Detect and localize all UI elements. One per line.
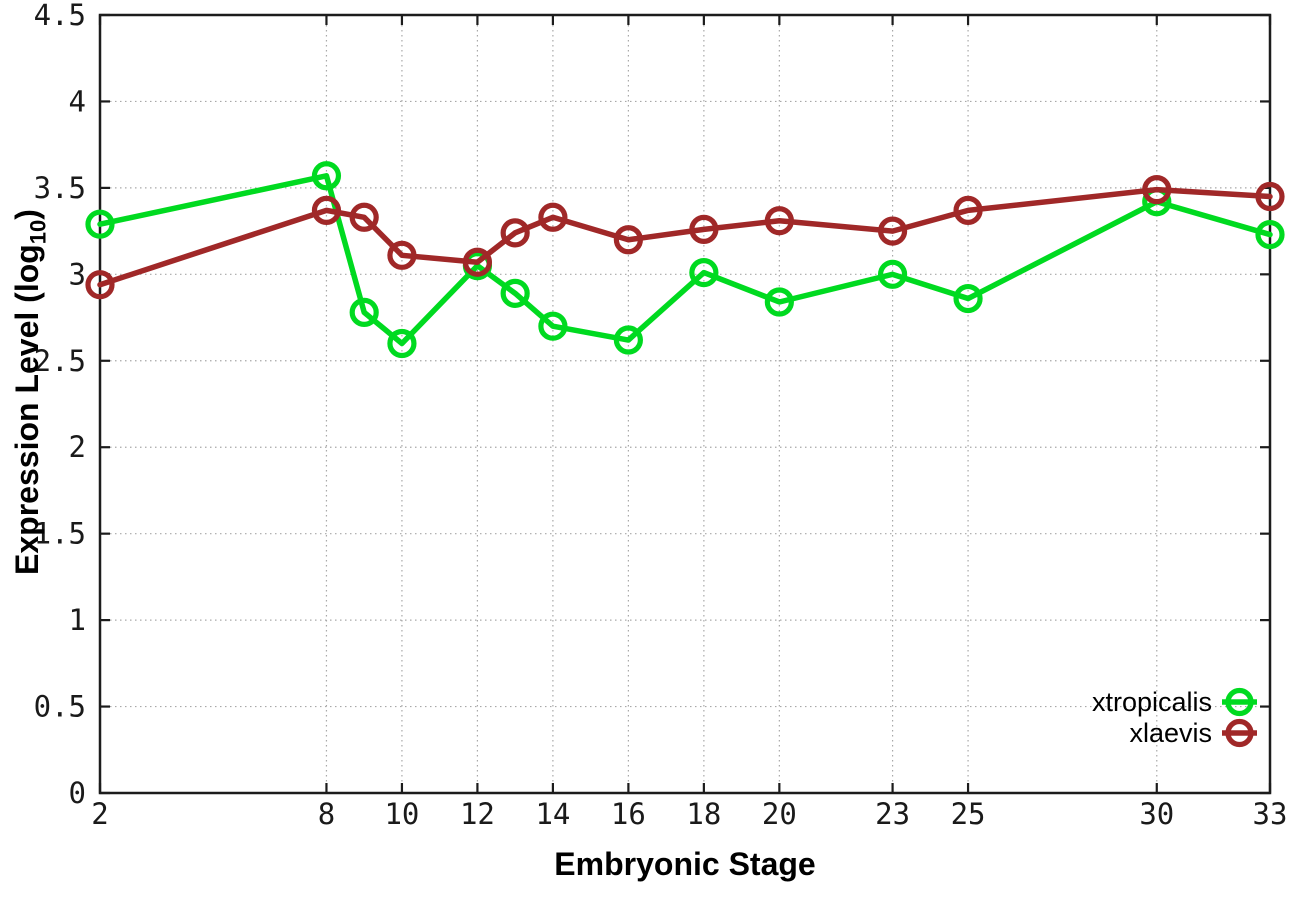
y-axis-title: Expression Level (log10) — [9, 112, 51, 672]
x-tick-label: 14 — [535, 797, 570, 831]
x-tick-label: 8 — [318, 797, 335, 831]
x-tick-label: 2 — [91, 797, 108, 831]
y-axis-title-subscript: 10 — [25, 219, 51, 245]
data-point-xlaevis — [538, 202, 568, 232]
data-point-xlaevis — [349, 202, 379, 232]
data-point-xlaevis — [689, 214, 719, 244]
data-point-xtropicalis — [387, 328, 417, 359]
x-tick-label: 18 — [686, 797, 721, 831]
data-point-xtropicalis — [85, 209, 115, 239]
x-tick-label: 33 — [1253, 797, 1288, 831]
y-tick-label: 4.5 — [34, 0, 86, 32]
data-point-xlaevis — [1142, 175, 1172, 205]
data-point-xlaevis — [311, 195, 342, 225]
series-line-xtropicalis — [97, 173, 1273, 347]
data-point-xlaevis — [953, 195, 983, 225]
y-axis-title-close: ) — [9, 209, 45, 220]
data-point-xtropicalis — [764, 287, 794, 317]
legend-sample-marker-xtropicalis — [1225, 687, 1254, 717]
data-point-xlaevis — [500, 218, 530, 248]
y-tick-label: 1.5 — [34, 517, 86, 551]
data-point-xlaevis — [387, 240, 417, 270]
plot-border — [98, 13, 1272, 795]
y-tick-label: 3 — [69, 257, 86, 291]
data-point-xlaevis — [877, 216, 908, 246]
y-tick-label: 4 — [69, 84, 86, 118]
y-tick-label: 2.5 — [34, 344, 86, 378]
y-axis-title-text: Expression Level (log — [9, 244, 45, 575]
data-point-xlaevis — [764, 206, 794, 236]
data-point-xtropicalis — [877, 259, 908, 289]
x-tick-label: 25 — [951, 797, 986, 831]
legend-sample-marker-xlaevis — [1225, 718, 1254, 748]
x-axis-title: Embryonic Stage — [554, 846, 816, 882]
x-tick-label: 10 — [384, 797, 419, 831]
data-point-xlaevis — [613, 225, 643, 255]
x-tick-label: 16 — [611, 797, 646, 831]
legend-label-xtropicalis: xtropicalis — [1092, 687, 1212, 717]
data-point-xtropicalis — [500, 278, 530, 308]
y-tick-label: 3.5 — [34, 171, 86, 205]
x-tick-label: 23 — [875, 797, 910, 831]
data-point-xtropicalis — [1255, 219, 1285, 250]
y-tick-label: 1 — [69, 603, 86, 637]
data-point-xlaevis — [1255, 181, 1285, 212]
data-point-xtropicalis — [613, 325, 643, 355]
data-point-xtropicalis — [538, 311, 568, 341]
legend-label-xlaevis: xlaevis — [1129, 718, 1212, 748]
x-tick-label: 12 — [460, 797, 495, 831]
data-point-xtropicalis — [311, 161, 342, 191]
x-tick-label: 30 — [1139, 797, 1174, 831]
y-tick-label: 0 — [69, 776, 86, 810]
data-point-xlaevis — [462, 247, 493, 277]
series-line-xlaevis — [97, 186, 1273, 288]
y-tick-label: 2 — [69, 430, 86, 464]
data-point-xtropicalis — [349, 297, 379, 327]
data-point-xtropicalis — [689, 258, 719, 288]
y-tick-label: 0.5 — [34, 690, 86, 724]
data-point-xlaevis — [85, 270, 115, 300]
x-tick-label: 20 — [762, 797, 797, 831]
data-point-xtropicalis — [953, 283, 983, 314]
